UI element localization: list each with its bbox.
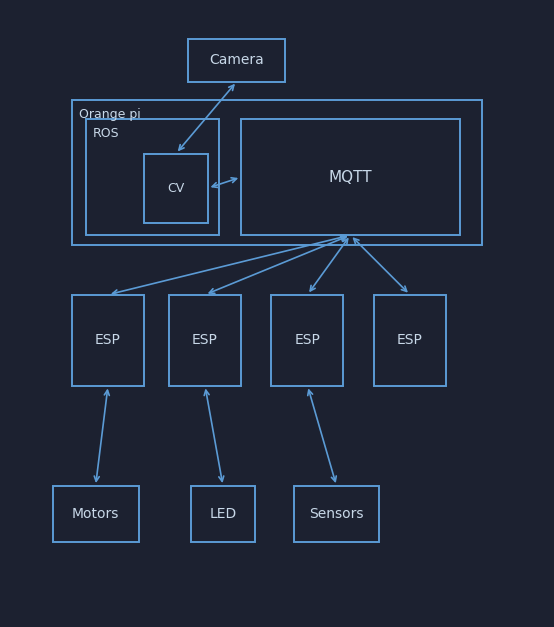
Text: LED: LED <box>209 507 237 521</box>
Text: MQTT: MQTT <box>329 170 372 184</box>
Text: Motors: Motors <box>72 507 119 521</box>
Bar <box>374 295 446 386</box>
Bar <box>191 486 255 542</box>
Bar <box>188 39 285 82</box>
Bar <box>72 100 482 245</box>
Text: Orange pi: Orange pi <box>79 108 140 121</box>
Bar <box>86 119 219 235</box>
Text: CV: CV <box>167 182 184 194</box>
Text: Camera: Camera <box>209 53 264 67</box>
Text: Sensors: Sensors <box>309 507 364 521</box>
Text: ESP: ESP <box>295 333 320 347</box>
Bar <box>169 295 241 386</box>
Bar <box>144 154 208 223</box>
Bar <box>294 486 379 542</box>
Bar <box>53 486 138 542</box>
Bar <box>72 295 144 386</box>
Bar <box>241 119 460 235</box>
Text: ESP: ESP <box>192 333 218 347</box>
Bar <box>271 295 343 386</box>
Text: ESP: ESP <box>95 333 121 347</box>
Text: ROS: ROS <box>93 127 119 140</box>
Text: ESP: ESP <box>397 333 423 347</box>
